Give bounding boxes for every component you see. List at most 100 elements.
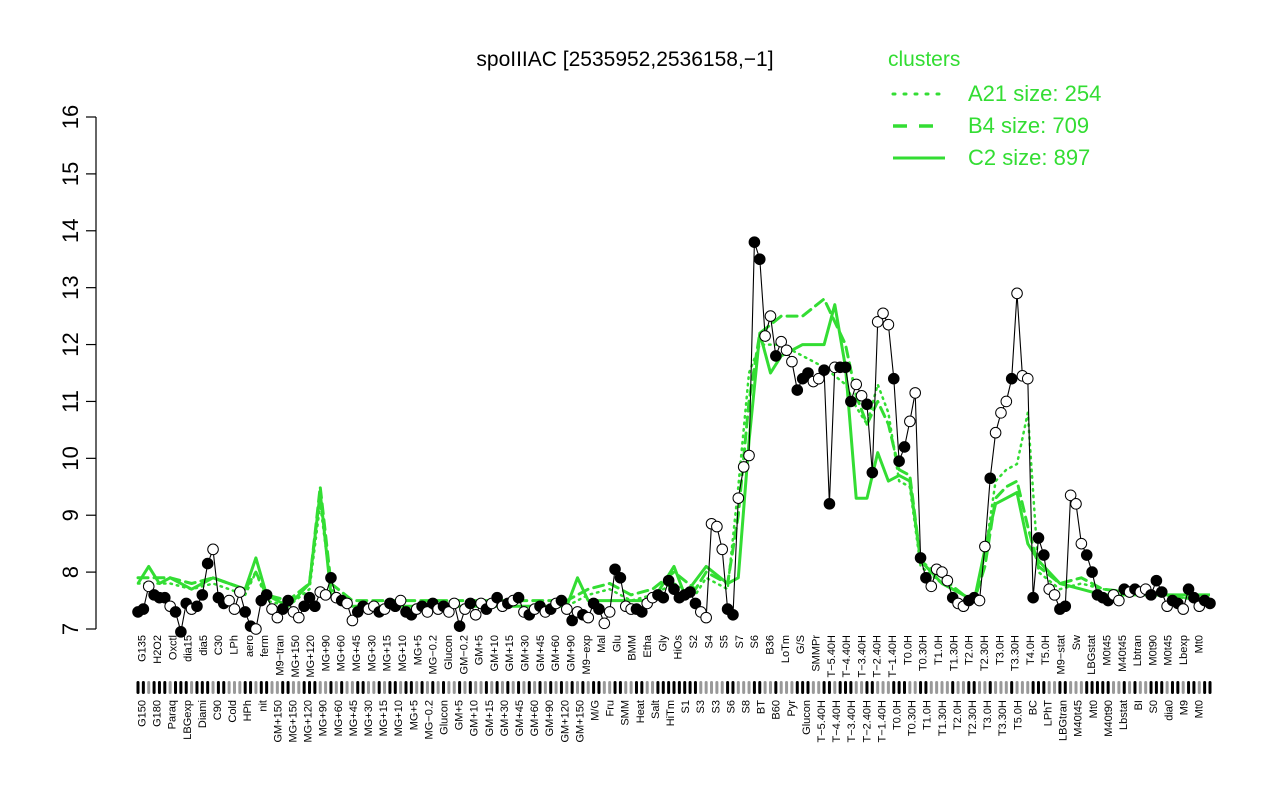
x-tick-label-top: S7 <box>734 635 746 648</box>
rug-mark <box>940 681 944 694</box>
data-point <box>898 441 911 453</box>
rug-mark <box>710 681 714 694</box>
x-tick-label-bottom: Mt0 <box>1194 700 1206 718</box>
rug-mark <box>431 681 435 694</box>
rug-mark <box>581 681 585 694</box>
rug-mark <box>785 681 789 694</box>
x-tick-label-top: S4 <box>703 635 715 648</box>
data-point <box>909 387 922 399</box>
data-point <box>743 449 755 462</box>
rug-mark <box>634 681 638 694</box>
rug-mark <box>275 681 279 694</box>
cluster-curves <box>136 297 1212 608</box>
data-point <box>341 597 353 610</box>
data-point <box>914 552 927 564</box>
rug-mark <box>297 681 301 694</box>
rug-mark <box>983 681 987 694</box>
rug-mark <box>549 681 553 694</box>
rug-mark <box>576 681 580 694</box>
rug-mark <box>559 681 563 694</box>
rug-mark <box>854 681 858 694</box>
x-tick-label-bottom: GM+30 <box>499 700 511 736</box>
data-point <box>443 606 455 618</box>
rug-mark <box>463 681 467 694</box>
data-point <box>1177 603 1189 615</box>
x-tick-label-top: dia5 <box>198 635 210 656</box>
data-point <box>1059 600 1072 613</box>
rug-mark <box>377 681 381 694</box>
data-point <box>936 566 948 578</box>
rug-mark <box>683 681 687 694</box>
rug-mark <box>1133 681 1137 694</box>
y-tick-label: 13 <box>58 275 83 299</box>
rug-mark <box>570 681 574 694</box>
x-tick-label-bottom: GM+150 <box>574 700 586 743</box>
x-tick-label-top: T−5.40H <box>826 635 838 678</box>
rug-mark <box>468 681 472 694</box>
rug-mark <box>249 681 253 694</box>
curve-c2 <box>136 303 1210 608</box>
rug-mark <box>484 681 488 694</box>
data-point <box>861 398 873 411</box>
x-tick-label-bottom: MG+90 <box>318 700 330 736</box>
rug-mark <box>554 681 558 694</box>
legend-title: clusters <box>888 48 960 71</box>
data-point <box>325 572 337 584</box>
rug-mark <box>731 681 735 694</box>
x-tick-label-top: T1.30H <box>948 635 960 671</box>
rug-mark <box>1026 681 1030 694</box>
x-tick-label-top: MG−0.2 <box>428 635 440 674</box>
data-point <box>250 623 262 635</box>
x-tick-label-bottom: T−3.40H <box>846 700 858 743</box>
rug-mark <box>1063 681 1067 694</box>
data-point <box>1086 566 1098 578</box>
data-point <box>159 591 171 604</box>
rug-mark <box>1079 681 1083 694</box>
rug-mark <box>656 681 660 694</box>
rug-mark <box>1036 681 1040 694</box>
rug-mark <box>340 681 344 694</box>
rug-mark <box>586 681 590 694</box>
x-tick-label-top: Glucon <box>443 635 455 670</box>
rug-mark <box>956 681 960 694</box>
rug-mark <box>372 681 376 694</box>
x-tick-label-bottom: MG+5 <box>408 700 420 730</box>
data-point <box>142 580 155 593</box>
data-point <box>764 310 777 322</box>
x-tick-label-bottom: S6 <box>725 700 737 713</box>
data-point <box>823 498 836 510</box>
rug-mark <box>1187 681 1191 694</box>
x-tick-label-top: M9−stat <box>1056 635 1068 674</box>
data-point <box>871 316 884 328</box>
rug-mark <box>1101 681 1105 694</box>
data-point <box>893 455 905 467</box>
rug-mark <box>860 681 864 694</box>
x-tick-label-bottom: T5.0H <box>1012 700 1024 730</box>
rug-mark <box>693 681 697 694</box>
data-point <box>566 614 578 627</box>
rug-mark <box>259 681 263 694</box>
data-point <box>866 466 879 479</box>
x-tick-label-top: T1.0H <box>933 635 945 665</box>
rug-mark <box>479 681 483 694</box>
data-point <box>260 589 273 601</box>
data-point <box>561 603 573 615</box>
rug-mark <box>1144 681 1148 694</box>
x-tick-label-top: GM+30 <box>520 635 532 671</box>
x-tick-label-top: B36 <box>765 635 777 655</box>
rug-mark <box>790 681 794 694</box>
data-point <box>303 591 316 604</box>
rug-mark <box>1128 681 1132 694</box>
data-point <box>1075 537 1088 550</box>
legend-label-a21: A21 size: 254 <box>968 81 1101 106</box>
rug-mark <box>1203 681 1207 694</box>
data-point <box>775 335 788 348</box>
x-tick-label-bottom: S8 <box>741 700 753 713</box>
data-point <box>1070 498 1082 510</box>
rug-mark <box>1149 681 1153 694</box>
data-point <box>700 611 712 624</box>
data-point <box>1038 549 1050 561</box>
rug-mark <box>795 681 799 694</box>
data-point <box>309 600 321 613</box>
